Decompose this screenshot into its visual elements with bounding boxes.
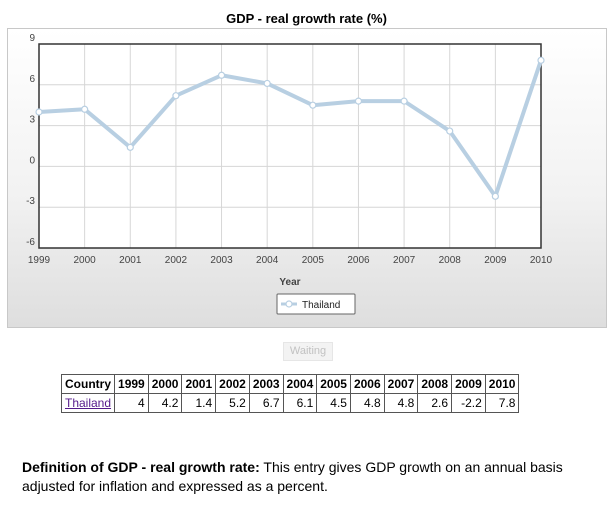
- value-cell: 4.8: [383, 393, 419, 413]
- value-cell: 7.8: [484, 393, 520, 413]
- year-column-header: 2007: [383, 374, 419, 394]
- legend-marker-swatch: [285, 300, 293, 308]
- x-tick-label: 1999: [28, 255, 51, 266]
- x-tick-label: 2000: [74, 255, 97, 266]
- year-column-header: 2004: [282, 374, 318, 394]
- legend-box: [276, 293, 356, 315]
- value-cell: 6.7: [248, 393, 284, 413]
- country-column-header: Country: [60, 374, 116, 394]
- plot-border: [38, 43, 542, 249]
- chart-title: GDP - real growth rate (%): [226, 11, 387, 26]
- data-point: [126, 143, 134, 151]
- value-cell: 1.4: [181, 393, 217, 413]
- year-column-header: 2006: [349, 374, 385, 394]
- plot-area: [39, 44, 541, 248]
- year-column-header: 2001: [181, 374, 217, 394]
- year-column-header: 2000: [147, 374, 183, 394]
- year-column-header: 2002: [215, 374, 250, 394]
- definition-paragraph: Definition of GDP - real growth rate: Th…: [22, 458, 592, 496]
- value-cell: 5.2: [215, 393, 250, 413]
- gdp-data-table: Country 1999 2000 2001 2002 2003 2004 2005 2006…: [60, 374, 520, 413]
- table-header-row: Country 1999 2000 2001 2002 2003 2004 2005 2006…: [60, 374, 520, 394]
- year-column-header: 2005: [316, 374, 351, 394]
- y-tick-label: 0: [29, 155, 35, 166]
- data-point: [446, 127, 454, 135]
- x-tick-label: 2010: [530, 255, 553, 266]
- data-point: [217, 71, 226, 79]
- x-tick-label: 2007: [393, 255, 416, 266]
- table-row: Thailand 4 4.2 1.4 5.2 6.7 6.1 4.5 4.8 4.8 2.6 -2.…: [60, 393, 520, 413]
- year-column-header: 2003: [248, 374, 284, 394]
- value-cell: 4.2: [147, 393, 183, 413]
- y-tick-label: 6: [29, 74, 35, 85]
- country-cell: Thailand: [60, 393, 116, 413]
- gdp-line-chart: 9 6 3 0 -3 -6 1999 2000 2001 2002 2003 2004 2005 2006…: [26, 33, 553, 315]
- x-tick-label: 2006: [347, 255, 370, 266]
- x-tick-label: 2003: [210, 255, 233, 266]
- x-tick-label: 2005: [302, 255, 325, 266]
- data-point: [35, 108, 43, 116]
- y-tick-label: 9: [29, 33, 35, 44]
- data-point: [263, 79, 271, 88]
- data-point: [537, 56, 545, 64]
- x-tick-label: 2001: [119, 255, 142, 266]
- country-link[interactable]: Thailand: [65, 396, 112, 410]
- definition-text: This entry gives GDP growth on an annual…: [22, 459, 563, 494]
- x-axis-label: Year: [279, 277, 300, 288]
- year-column-header: 2009: [451, 374, 486, 394]
- waiting-indicator: Waiting: [283, 342, 333, 361]
- x-tick-label: 2002: [165, 255, 188, 266]
- year-column-header: 2008: [417, 374, 453, 394]
- legend-label: Thailand: [302, 300, 340, 311]
- y-tick-label: 3: [29, 115, 35, 126]
- data-point: [491, 192, 499, 200]
- data-point: [400, 97, 408, 105]
- definition-label: Definition of GDP - real growth rate:: [22, 459, 260, 475]
- x-tick-label: 2004: [256, 255, 279, 266]
- data-point: [172, 92, 180, 100]
- year-column-header: 1999: [114, 374, 149, 394]
- value-cell: -2.2: [451, 393, 486, 413]
- value-cell: 2.6: [417, 393, 453, 413]
- x-tick-label: 2009: [484, 255, 507, 266]
- data-point: [309, 101, 317, 109]
- value-cell: 4: [114, 393, 149, 413]
- data-point: [81, 105, 89, 113]
- y-tick-label: -6: [26, 237, 35, 248]
- value-cell: 4.5: [316, 393, 351, 413]
- series-line-thailand: [37, 58, 543, 199]
- x-tick-label: 2008: [439, 255, 462, 266]
- year-column-header: 2010: [484, 374, 520, 394]
- data-point: [354, 97, 363, 105]
- y-tick-label: -3: [26, 196, 35, 207]
- value-cell: 6.1: [282, 393, 318, 413]
- value-cell: 4.8: [349, 393, 385, 413]
